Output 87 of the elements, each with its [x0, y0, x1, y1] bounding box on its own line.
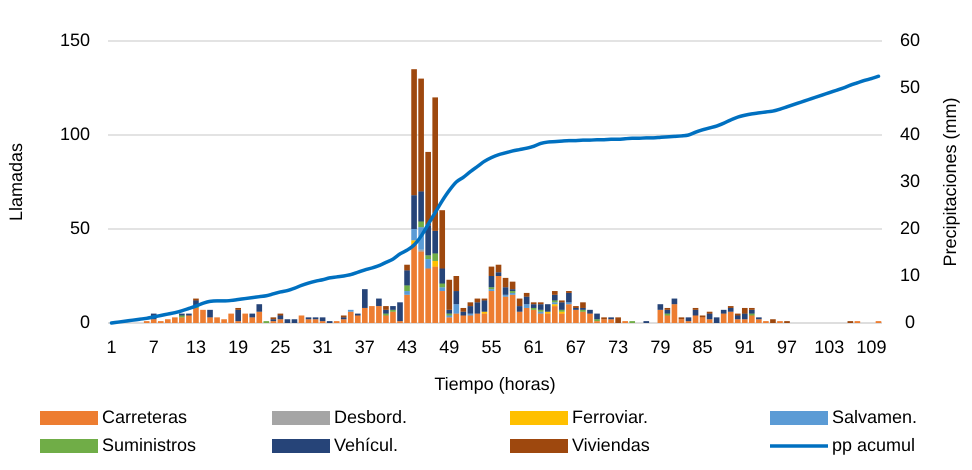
bar — [468, 302, 474, 306]
y2-tick-label: 40 — [900, 124, 920, 144]
x-tick-label: 97 — [776, 337, 798, 357]
y2-tick-label: 60 — [900, 30, 920, 50]
bar — [770, 319, 776, 323]
x-tick-label: 61 — [524, 337, 544, 357]
bar — [453, 304, 460, 314]
x-tick-label: 37 — [354, 337, 375, 357]
x-tick-label: 67 — [566, 337, 586, 357]
y2-tick-label: 10 — [900, 264, 920, 285]
bar — [615, 317, 621, 323]
y2-tick-label: 0 — [904, 312, 916, 332]
bar — [460, 308, 466, 312]
y2-tick-label: 30 — [900, 170, 920, 191]
bar — [404, 264, 410, 270]
y-tick-label: 100 — [60, 124, 90, 144]
bar — [594, 314, 600, 320]
x-tick-label: 103 — [814, 337, 844, 357]
line-series — [110, 74, 880, 325]
bar — [749, 310, 755, 314]
bar — [249, 314, 256, 318]
bar — [235, 310, 241, 322]
x-tick-label: 7 — [148, 337, 159, 357]
y2-tick-label: 20 — [900, 218, 920, 238]
bar — [672, 298, 678, 304]
x-tick-label: 19 — [228, 337, 248, 357]
bar — [686, 317, 692, 322]
legend-label: Carreteras — [102, 406, 188, 427]
bar — [432, 260, 438, 267]
y-axis-title: Llamadas — [6, 142, 26, 222]
y-tick-label: 150 — [60, 30, 90, 50]
bar — [692, 310, 698, 316]
legend-label: Salvamen. — [832, 406, 918, 427]
bar — [587, 310, 593, 314]
legend-label: pp acumul — [832, 434, 916, 455]
bar — [439, 287, 446, 292]
bar — [524, 296, 530, 304]
bar — [404, 270, 410, 286]
y-tick-label: 0 — [80, 312, 90, 332]
bar — [439, 284, 446, 288]
bar — [524, 304, 530, 308]
x-tick-label: 73 — [608, 337, 628, 357]
x-tick-label: 91 — [734, 337, 755, 357]
bar — [516, 298, 522, 306]
x-tick-label: 13 — [186, 337, 206, 357]
bar — [524, 292, 530, 297]
x-tick-label: 109 — [856, 337, 886, 357]
bar — [488, 276, 494, 288]
y2-tick-label: 50 — [900, 76, 920, 97]
x-tick-label: 31 — [312, 337, 333, 357]
x-tick-label: 25 — [270, 337, 290, 357]
bar — [425, 259, 431, 268]
y2-axis-title: Precipitaciones (mm) — [940, 97, 960, 267]
legend-label: Suministros — [102, 434, 196, 455]
x-tick-label: 79 — [650, 337, 670, 357]
bar — [552, 291, 558, 295]
x-tick-label: 1 — [106, 337, 117, 357]
bar — [404, 285, 410, 292]
bar — [566, 292, 572, 302]
bar — [404, 291, 410, 295]
bar — [376, 298, 382, 306]
bar — [383, 310, 389, 314]
legend-label: Viviendas — [572, 434, 650, 455]
x-tick-label: 49 — [439, 337, 460, 357]
bar — [446, 310, 452, 314]
bar — [278, 315, 284, 320]
bar — [496, 272, 502, 276]
bar — [439, 268, 446, 284]
bar — [256, 304, 262, 312]
y-tick-label: 50 — [70, 218, 90, 238]
bar — [664, 310, 670, 314]
bar — [516, 306, 522, 312]
bar — [383, 306, 389, 310]
bar — [552, 294, 558, 300]
legend-label: Desbord. — [334, 406, 408, 427]
bar — [658, 304, 664, 310]
legend-label: Vehícul. — [334, 434, 398, 455]
bar — [418, 221, 424, 228]
bar — [362, 289, 368, 308]
x-tick-label: 85 — [692, 337, 713, 357]
bar — [207, 310, 213, 318]
x-tick-label: 43 — [397, 337, 418, 357]
bar — [453, 291, 460, 304]
x-axis-title: Tiempo (horas) — [434, 374, 556, 394]
bar — [559, 302, 565, 310]
legend-label: Ferroviar. — [572, 406, 648, 427]
x-tick-label: 55 — [481, 337, 502, 357]
